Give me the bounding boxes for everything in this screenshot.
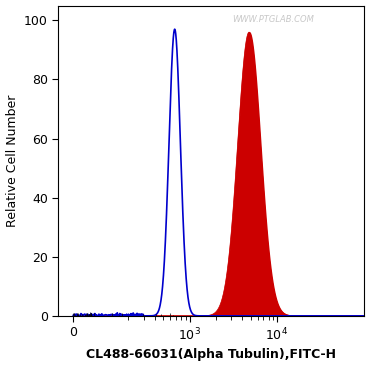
X-axis label: CL488-66031(Alpha Tubulin),FITC-H: CL488-66031(Alpha Tubulin),FITC-H — [87, 348, 336, 361]
Text: WWW.PTGLAB.COM: WWW.PTGLAB.COM — [232, 15, 313, 24]
Y-axis label: Relative Cell Number: Relative Cell Number — [6, 95, 18, 227]
